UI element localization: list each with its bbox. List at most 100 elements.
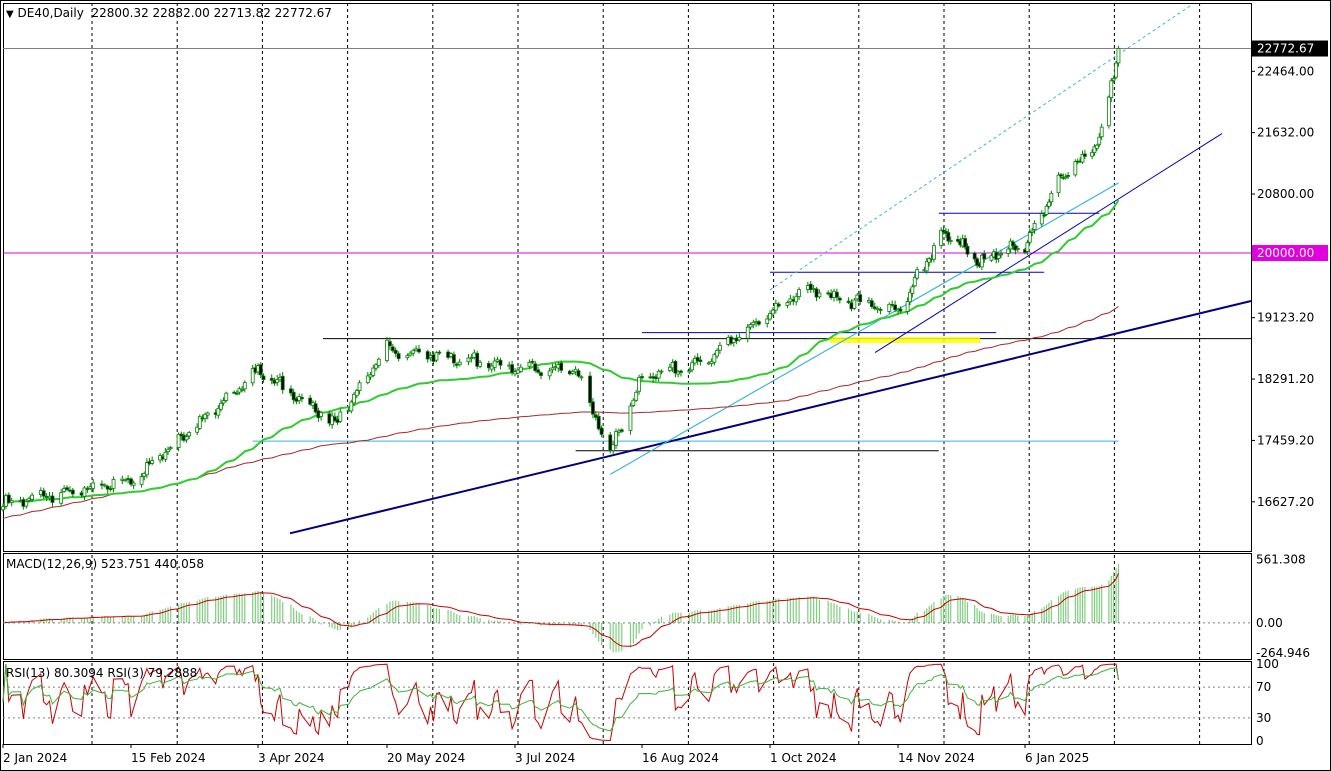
candle-body	[41, 490, 46, 497]
candle-body	[1114, 62, 1118, 78]
candle-body	[1092, 146, 1097, 153]
candle-body	[1109, 80, 1114, 99]
candle-body	[718, 344, 722, 351]
candle-body	[527, 362, 532, 367]
candle-body	[30, 494, 34, 500]
candle-body	[946, 232, 951, 242]
date-label: 16 Aug 2024	[642, 751, 719, 765]
candle-body	[269, 377, 274, 381]
candle-body	[924, 260, 929, 272]
candle-body	[105, 485, 110, 490]
candle-body	[614, 431, 618, 446]
candle-body	[1044, 205, 1049, 215]
candle-body	[530, 360, 535, 363]
candle-body	[396, 353, 401, 360]
candle-body	[65, 487, 69, 491]
candle-body	[197, 416, 202, 429]
trend-line	[874, 133, 1223, 354]
level-tag	[1252, 245, 1328, 262]
rsi-tick-label: 0	[1256, 734, 1264, 748]
candle-body	[1099, 126, 1104, 138]
candles	[1, 45, 1121, 512]
symbol-header[interactable]: ▼ DE40,Daily 22800.32 22882.00 22713.82 …	[6, 6, 332, 20]
candle-body	[168, 447, 173, 449]
candle-body	[368, 374, 373, 378]
candle-body	[216, 408, 221, 416]
price-tick-label: 18291.20	[1257, 372, 1314, 386]
macd-histogram	[5, 563, 1120, 653]
candle-body	[912, 277, 917, 287]
candle-body	[289, 388, 293, 394]
candle-body	[150, 460, 155, 464]
candle-body	[139, 476, 144, 485]
candle-body	[817, 292, 822, 298]
candle-body	[588, 375, 592, 404]
candle-body	[872, 306, 877, 309]
candle-body	[408, 352, 413, 356]
candle-body	[1049, 192, 1054, 203]
candle-body	[1006, 248, 1011, 254]
candle-body	[280, 375, 285, 391]
candle-body	[374, 364, 378, 369]
price-tick-label: 22464.00	[1257, 64, 1314, 78]
candle-body	[1063, 176, 1068, 179]
candle-body	[393, 349, 398, 354]
candle-body	[887, 303, 892, 312]
candle-body	[24, 501, 29, 507]
candle-body	[1011, 241, 1015, 247]
candle-body	[437, 351, 442, 354]
candle-body	[492, 360, 497, 368]
candle-body	[698, 359, 703, 362]
candle-body	[591, 401, 595, 415]
candle-body	[1047, 201, 1051, 207]
candle-body	[300, 396, 304, 400]
candle-body	[518, 366, 523, 372]
date-label: 3 Jul 2024	[515, 751, 575, 765]
candle-body	[690, 362, 694, 371]
rsi-label: RSI(13) 80.3094 RSI(3) 79.2888	[6, 666, 198, 680]
candle-body	[667, 366, 672, 371]
candle-body	[975, 258, 979, 266]
candle-body	[768, 313, 772, 320]
price-tick-label: 19123.20	[1257, 311, 1314, 325]
candle-body	[634, 391, 639, 401]
candle-body	[1056, 174, 1061, 194]
candle-body	[1013, 245, 1018, 251]
candle-body	[417, 348, 421, 353]
candle-body	[405, 355, 410, 359]
dropdown-icon[interactable]: ▼	[6, 9, 14, 20]
symbol-name: DE40,Daily	[17, 6, 84, 20]
candle-body	[715, 349, 720, 357]
candle-body	[570, 371, 575, 374]
candle-body	[184, 436, 189, 441]
candle-body	[631, 399, 636, 406]
date-label: 6 Jan 2025	[1025, 751, 1089, 765]
candle-body	[673, 360, 678, 374]
candle-body	[1080, 153, 1085, 163]
candle-body	[927, 258, 932, 263]
candle-body	[1039, 213, 1044, 225]
macd-tick-label: 0.00	[1256, 616, 1283, 630]
date-label: 20 May 2024	[387, 751, 465, 765]
candle-body	[131, 482, 136, 486]
date-label: 1 Oct 2024	[770, 751, 837, 765]
macd-signal-line	[2, 573, 1119, 647]
candle-body	[687, 370, 692, 373]
candle-body	[313, 403, 318, 413]
candle-body	[745, 326, 750, 339]
macd-tick-label: -264.946	[1256, 646, 1310, 660]
rsi-tick-label: 100	[1256, 657, 1279, 671]
candle-body	[1027, 232, 1032, 243]
candle-body	[411, 350, 416, 354]
candle-body	[452, 354, 456, 364]
candle-body	[1083, 153, 1087, 157]
candle-body	[457, 361, 462, 366]
ohlc-values: 22800.32 22882.00 22713.82 22772.67	[91, 6, 332, 20]
candle-body	[85, 488, 90, 490]
macd-tick-label: 561.308	[1256, 553, 1306, 567]
candle-body	[123, 479, 128, 482]
rsi-pane	[3, 661, 1252, 745]
candle-body	[611, 444, 616, 451]
candle-body	[205, 412, 210, 416]
candle-body	[203, 413, 207, 419]
